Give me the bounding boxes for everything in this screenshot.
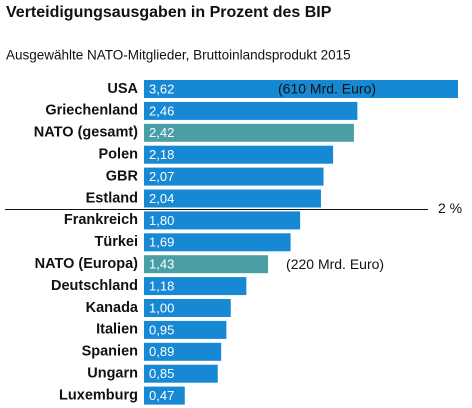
- category-label: Luxemburg: [59, 387, 138, 403]
- category-label: USA: [107, 81, 138, 97]
- bar: [144, 145, 334, 164]
- reference-label: 2 %: [438, 200, 462, 216]
- category-label: NATO (gesamt): [34, 125, 138, 141]
- category-label: Ungarn: [87, 366, 138, 382]
- bar: [144, 211, 301, 230]
- bar: [144, 80, 458, 98]
- bar: [144, 342, 222, 361]
- chart-subtitle: Ausgewählte NATO-Mitglieder, Bruttoinlan…: [6, 48, 351, 63]
- bar: [144, 277, 247, 296]
- annotation: (220 Mrd. Euro): [286, 256, 384, 272]
- bar: [144, 364, 218, 383]
- value-label: 1,00: [149, 300, 174, 315]
- category-label: Deutschland: [51, 278, 138, 294]
- value-label: 2,18: [149, 147, 174, 162]
- category-label: Türkei: [94, 234, 138, 250]
- bar: [144, 386, 185, 405]
- bar: [144, 233, 291, 252]
- value-label: 0,95: [149, 322, 174, 337]
- value-label: 0,47: [149, 388, 174, 403]
- category-label: Polen: [99, 147, 138, 163]
- bar: [144, 101, 358, 120]
- bar: [144, 299, 231, 317]
- category-label: Estland: [86, 190, 138, 206]
- value-label: 0,85: [149, 366, 174, 381]
- bar: [144, 320, 227, 339]
- bar: [144, 189, 321, 208]
- category-label: GBR: [106, 168, 139, 184]
- value-label: 2,04: [149, 191, 174, 206]
- category-label: Kanada: [86, 300, 139, 316]
- value-label: 3,62: [149, 81, 174, 96]
- value-label: 2,42: [149, 125, 174, 140]
- annotation: (610 Mrd. Euro): [278, 81, 376, 97]
- category-label: NATO (Europa): [35, 256, 139, 272]
- value-label: 2,46: [149, 103, 174, 118]
- bar: [144, 167, 324, 186]
- value-label: 1,69: [149, 235, 174, 250]
- bar: [144, 255, 269, 274]
- category-label: Italien: [96, 322, 138, 338]
- value-label: 2,07: [149, 169, 174, 184]
- category-label: Frankreich: [64, 212, 138, 228]
- value-label: 1,43: [149, 257, 174, 272]
- chart-title: Verteidigungsausgaben in Prozent des BIP: [6, 4, 332, 21]
- category-label: Spanien: [82, 344, 138, 360]
- value-label: 1,80: [149, 213, 174, 228]
- bar: [144, 123, 354, 142]
- value-label: 1,18: [149, 279, 174, 294]
- category-label: Griechenland: [45, 103, 138, 119]
- value-label: 0,89: [149, 344, 174, 359]
